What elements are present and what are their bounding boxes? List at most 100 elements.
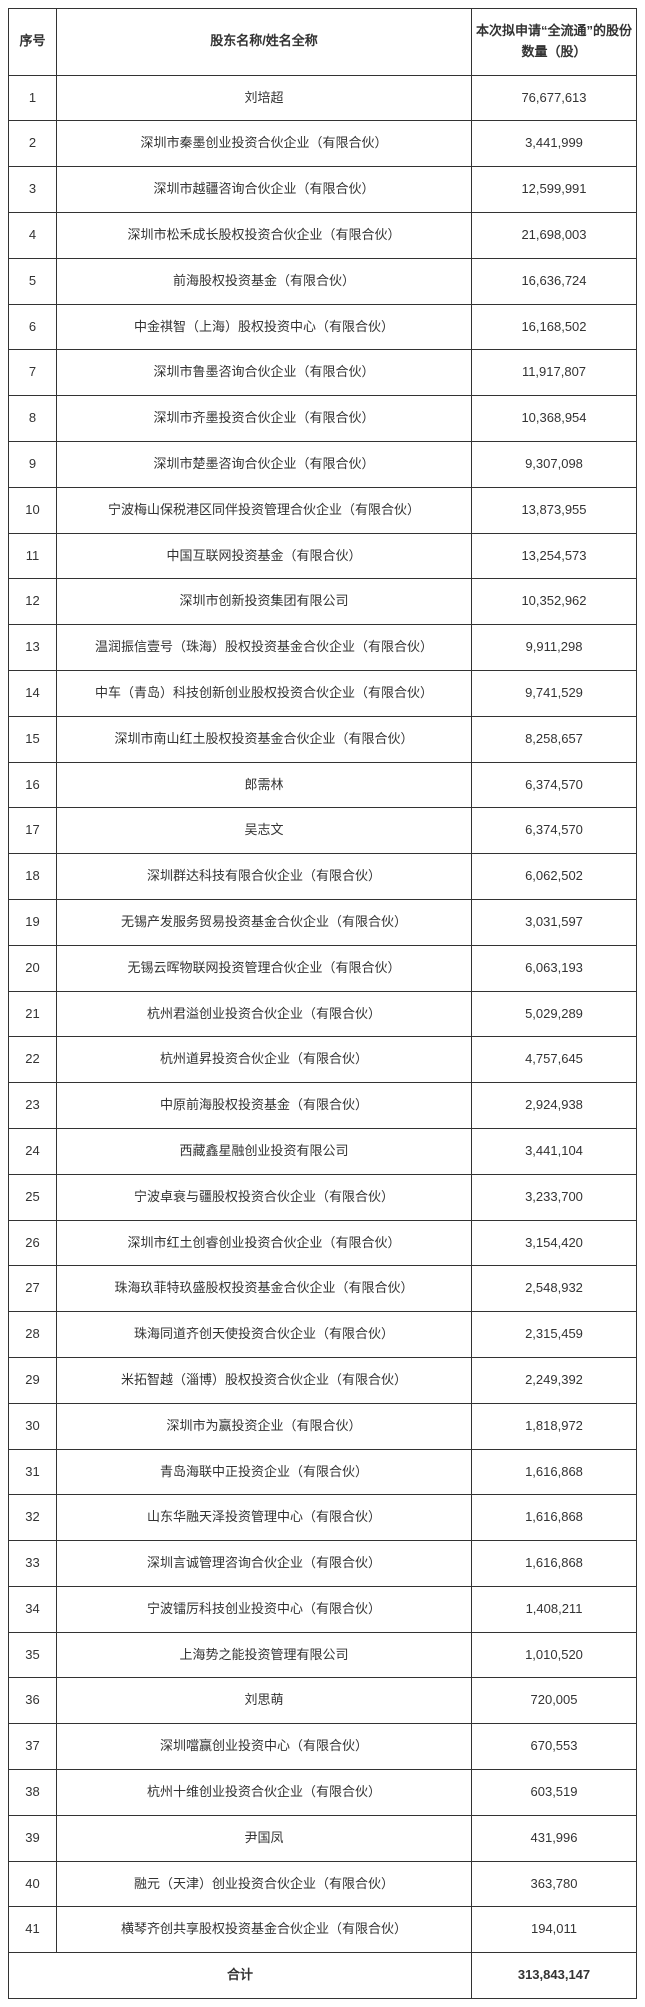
cell-seq: 39 xyxy=(9,1815,57,1861)
table-row: 27珠海玖菲特玖盛股权投资基金合伙企业（有限合伙）2,548,932 xyxy=(9,1266,637,1312)
cell-name: 融元（天津）创业投资合伙企业（有限合伙） xyxy=(57,1861,472,1907)
cell-shares: 670,553 xyxy=(472,1724,637,1770)
cell-shares: 13,873,955 xyxy=(472,487,637,533)
shareholder-table: 序号 股东名称/姓名全称 本次拟申请“全流通”的股份数量（股） 1刘培超76,6… xyxy=(8,8,637,1999)
table-row: 29米拓智越（淄博）股权投资合伙企业（有限合伙）2,249,392 xyxy=(9,1357,637,1403)
header-shares: 本次拟申请“全流通”的股份数量（股） xyxy=(472,9,637,76)
cell-shares: 6,063,193 xyxy=(472,945,637,991)
table-row: 17吴志文6,374,570 xyxy=(9,808,637,854)
cell-seq: 15 xyxy=(9,716,57,762)
table-row: 19无锡产发服务贸易投资基金合伙企业（有限合伙）3,031,597 xyxy=(9,899,637,945)
table-row: 23中原前海股权投资基金（有限合伙）2,924,938 xyxy=(9,1083,637,1129)
table-row: 15深圳市南山红土股权投资基金合伙企业（有限合伙）8,258,657 xyxy=(9,716,637,762)
cell-shares: 13,254,573 xyxy=(472,533,637,579)
cell-seq: 38 xyxy=(9,1770,57,1816)
cell-name: 中车（青岛）科技创新创业股权投资合伙企业（有限合伙） xyxy=(57,670,472,716)
cell-shares: 2,548,932 xyxy=(472,1266,637,1312)
cell-shares: 11,917,807 xyxy=(472,350,637,396)
cell-shares: 6,374,570 xyxy=(472,808,637,854)
table-row: 40融元（天津）创业投资合伙企业（有限合伙）363,780 xyxy=(9,1861,637,1907)
cell-shares: 2,315,459 xyxy=(472,1312,637,1358)
cell-seq: 12 xyxy=(9,579,57,625)
cell-seq: 34 xyxy=(9,1586,57,1632)
table-row: 38杭州十维创业投资合伙企业（有限合伙）603,519 xyxy=(9,1770,637,1816)
cell-seq: 6 xyxy=(9,304,57,350)
cell-name: 深圳市齐墨投资合伙企业（有限合伙） xyxy=(57,396,472,442)
cell-name: 深圳市松禾成长股权投资合伙企业（有限合伙） xyxy=(57,212,472,258)
cell-name: 郎需林 xyxy=(57,762,472,808)
cell-seq: 11 xyxy=(9,533,57,579)
cell-seq: 22 xyxy=(9,1037,57,1083)
cell-shares: 431,996 xyxy=(472,1815,637,1861)
cell-seq: 40 xyxy=(9,1861,57,1907)
cell-name: 中金祺智（上海）股权投资中心（有限合伙） xyxy=(57,304,472,350)
cell-seq: 37 xyxy=(9,1724,57,1770)
cell-seq: 17 xyxy=(9,808,57,854)
cell-shares: 9,741,529 xyxy=(472,670,637,716)
table-row: 2深圳市秦墨创业投资合伙企业（有限合伙）3,441,999 xyxy=(9,121,637,167)
table-row: 33深圳言诚管理咨询合伙企业（有限合伙）1,616,868 xyxy=(9,1541,637,1587)
cell-seq: 32 xyxy=(9,1495,57,1541)
table-row: 34宁波镭厉科技创业投资中心（有限合伙）1,408,211 xyxy=(9,1586,637,1632)
table-row: 16郎需林6,374,570 xyxy=(9,762,637,808)
cell-name: 深圳言诚管理咨询合伙企业（有限合伙） xyxy=(57,1541,472,1587)
cell-shares: 1,616,868 xyxy=(472,1541,637,1587)
table-row: 21杭州君溢创业投资合伙企业（有限合伙）5,029,289 xyxy=(9,991,637,1037)
cell-name: 宁波卓衰与疆股权投资合伙企业（有限合伙） xyxy=(57,1174,472,1220)
cell-shares: 10,368,954 xyxy=(472,396,637,442)
cell-seq: 2 xyxy=(9,121,57,167)
table-row: 31青岛海联中正投资企业（有限合伙）1,616,868 xyxy=(9,1449,637,1495)
cell-name: 上海势之能投资管理有限公司 xyxy=(57,1632,472,1678)
cell-shares: 6,374,570 xyxy=(472,762,637,808)
table-row: 9深圳市楚墨咨询合伙企业（有限合伙）9,307,098 xyxy=(9,441,637,487)
cell-name: 无锡云晖物联网投资管理合伙企业（有限合伙） xyxy=(57,945,472,991)
cell-name: 宁波镭厉科技创业投资中心（有限合伙） xyxy=(57,1586,472,1632)
cell-seq: 23 xyxy=(9,1083,57,1129)
cell-shares: 363,780 xyxy=(472,1861,637,1907)
cell-name: 深圳市秦墨创业投资合伙企业（有限合伙） xyxy=(57,121,472,167)
cell-shares: 1,616,868 xyxy=(472,1495,637,1541)
cell-name: 深圳市南山红土股权投资基金合伙企业（有限合伙） xyxy=(57,716,472,762)
cell-shares: 9,911,298 xyxy=(472,625,637,671)
cell-name: 中国互联网投资基金（有限合伙） xyxy=(57,533,472,579)
cell-seq: 3 xyxy=(9,167,57,213)
cell-shares: 194,011 xyxy=(472,1907,637,1953)
header-name: 股东名称/姓名全称 xyxy=(57,9,472,76)
cell-seq: 28 xyxy=(9,1312,57,1358)
cell-shares: 16,168,502 xyxy=(472,304,637,350)
cell-name: 刘培超 xyxy=(57,75,472,121)
cell-seq: 1 xyxy=(9,75,57,121)
table-row: 28珠海同道齐创天使投资合伙企业（有限合伙）2,315,459 xyxy=(9,1312,637,1358)
cell-seq: 19 xyxy=(9,899,57,945)
cell-seq: 33 xyxy=(9,1541,57,1587)
cell-seq: 8 xyxy=(9,396,57,442)
cell-shares: 76,677,613 xyxy=(472,75,637,121)
cell-name: 深圳噹赢创业投资中心（有限合伙） xyxy=(57,1724,472,1770)
cell-name: 深圳市创新投资集团有限公司 xyxy=(57,579,472,625)
table-row: 3深圳市越疆咨询合伙企业（有限合伙）12,599,991 xyxy=(9,167,637,213)
cell-shares: 1,010,520 xyxy=(472,1632,637,1678)
cell-seq: 31 xyxy=(9,1449,57,1495)
cell-name: 尹国凤 xyxy=(57,1815,472,1861)
table-row: 22杭州道昇投资合伙企业（有限合伙）4,757,645 xyxy=(9,1037,637,1083)
cell-seq: 20 xyxy=(9,945,57,991)
cell-shares: 3,154,420 xyxy=(472,1220,637,1266)
table-row: 26深圳市红土创睿创业投资合伙企业（有限合伙）3,154,420 xyxy=(9,1220,637,1266)
cell-seq: 30 xyxy=(9,1403,57,1449)
cell-shares: 3,441,999 xyxy=(472,121,637,167)
cell-shares: 3,441,104 xyxy=(472,1128,637,1174)
total-label: 合计 xyxy=(9,1953,472,1999)
table-row: 6中金祺智（上海）股权投资中心（有限合伙）16,168,502 xyxy=(9,304,637,350)
cell-seq: 21 xyxy=(9,991,57,1037)
cell-seq: 25 xyxy=(9,1174,57,1220)
cell-name: 深圳市为赢投资企业（有限合伙） xyxy=(57,1403,472,1449)
cell-seq: 4 xyxy=(9,212,57,258)
cell-name: 中原前海股权投资基金（有限合伙） xyxy=(57,1083,472,1129)
cell-shares: 2,924,938 xyxy=(472,1083,637,1129)
cell-name: 珠海同道齐创天使投资合伙企业（有限合伙） xyxy=(57,1312,472,1358)
cell-name: 山东华融天泽投资管理中心（有限合伙） xyxy=(57,1495,472,1541)
cell-shares: 3,233,700 xyxy=(472,1174,637,1220)
cell-name: 前海股权投资基金（有限合伙） xyxy=(57,258,472,304)
table-row: 30深圳市为赢投资企业（有限合伙）1,818,972 xyxy=(9,1403,637,1449)
cell-shares: 9,307,098 xyxy=(472,441,637,487)
